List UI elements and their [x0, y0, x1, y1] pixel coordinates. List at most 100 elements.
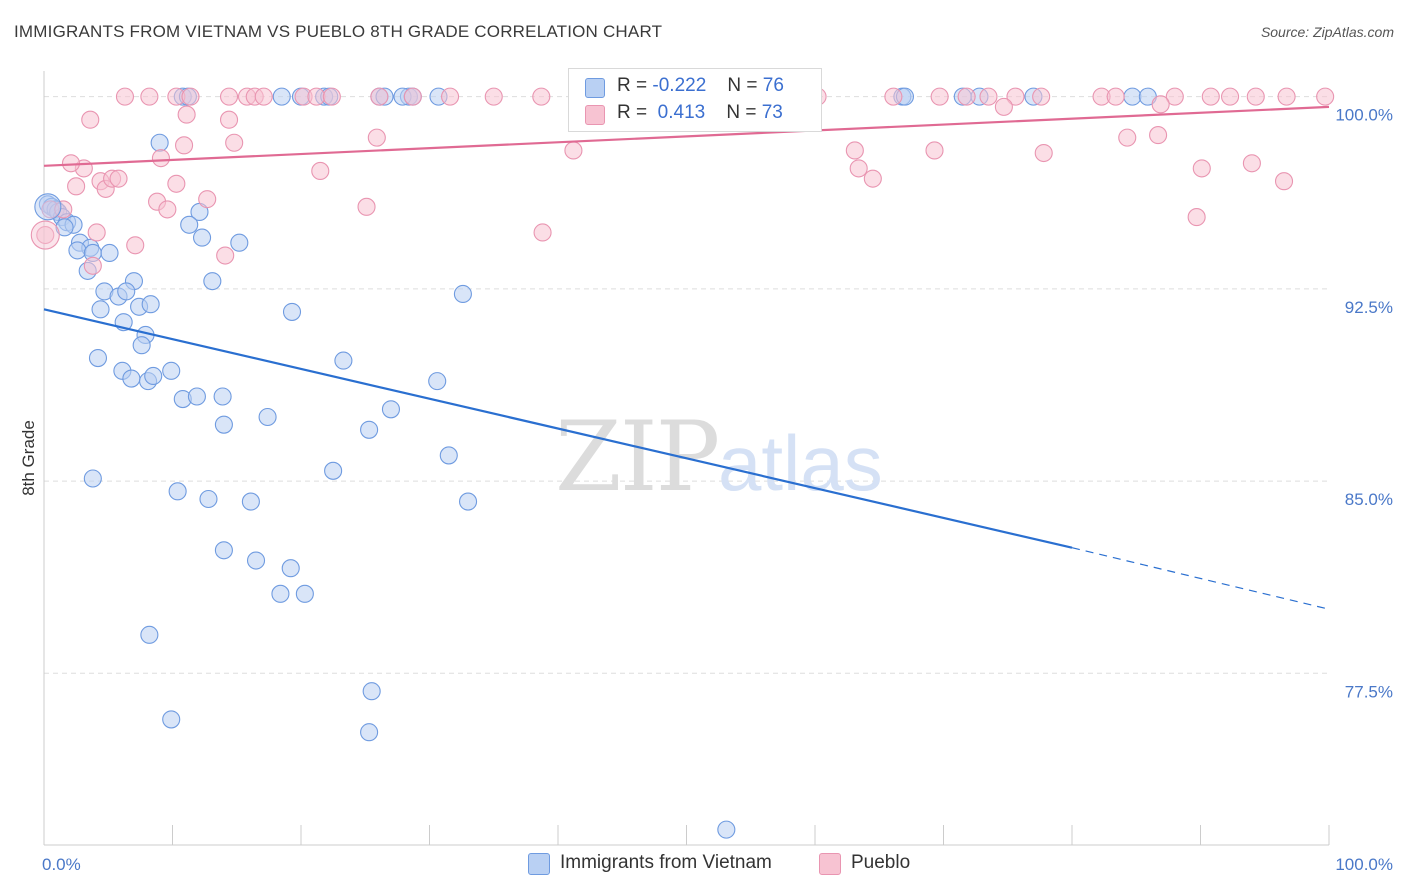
- vietnam-point: [360, 420, 379, 439]
- label-layer: 100.0% 92.5% 85.0% 77.5% 0.0% 100.0% 8th Grade: [19, 106, 1393, 874]
- vietnam-point: [381, 400, 401, 419]
- vietnam-point: [55, 218, 74, 237]
- pueblo-point: [175, 136, 194, 155]
- vietnam-point: [162, 710, 181, 729]
- pueblo-point: [884, 87, 903, 106]
- vietnam-point: [199, 489, 218, 509]
- vietnam-point: [83, 469, 102, 488]
- y-tick-label: 92.5%: [1345, 298, 1393, 317]
- pueblo-point: [930, 87, 949, 106]
- pueblo-point: [533, 223, 552, 242]
- vietnam-point: [117, 282, 136, 301]
- pueblo-point: [441, 87, 460, 106]
- vietnam-point: [272, 87, 291, 106]
- vietnam-point: [1123, 87, 1142, 106]
- y-tick-label: 100.0%: [1335, 106, 1393, 125]
- vietnam-point: [193, 228, 212, 247]
- pueblo-point: [225, 133, 244, 152]
- legend-n-value-vietnam: 76: [762, 75, 784, 96]
- x-tick-label: 100.0%: [1335, 855, 1393, 874]
- pueblo-point: [979, 87, 998, 106]
- pueblo-point: [158, 200, 177, 219]
- y-tick-label: 85.0%: [1345, 490, 1393, 509]
- vietnam-point: [271, 584, 290, 603]
- pueblo-point: [1006, 87, 1025, 106]
- bottom-legend-label-pueblo: Pueblo: [851, 852, 911, 873]
- vietnam-point: [91, 300, 110, 319]
- vietnam-point: [258, 407, 277, 427]
- vietnam-point: [203, 272, 222, 291]
- vietnam-point: [334, 351, 353, 370]
- pueblo-point: [311, 161, 330, 181]
- trend-layer: [43, 105, 1330, 610]
- vietnam-point: [295, 584, 314, 603]
- pueblo-point: [181, 87, 200, 106]
- legend-n-label: N =: [727, 75, 758, 96]
- pueblo-point: [36, 225, 55, 245]
- vietnam-point: [230, 233, 249, 252]
- pueblo-point: [81, 110, 100, 129]
- pueblo-point: [370, 87, 389, 106]
- pueblo-point: [151, 149, 170, 168]
- vietnam-trend-line-dashed: [1071, 547, 1330, 610]
- pueblo-point: [564, 141, 583, 160]
- vietnam-point: [428, 372, 447, 391]
- vietnam-point: [360, 723, 379, 742]
- legend-r-label: R =: [617, 75, 648, 96]
- pueblo-point: [849, 159, 868, 178]
- vietnam-point: [180, 215, 199, 234]
- pueblo-point: [216, 246, 235, 265]
- pueblo-point: [219, 110, 239, 129]
- pueblo-point: [357, 197, 376, 216]
- vietnam-point: [362, 682, 381, 701]
- legend-n-label: N =: [726, 102, 757, 123]
- pueblo-point: [1187, 208, 1206, 227]
- vietnam-point: [324, 461, 343, 480]
- pueblo-point: [1274, 172, 1294, 191]
- vietnam-point: [140, 625, 159, 644]
- pueblo-point: [957, 87, 976, 106]
- pueblo-point: [863, 169, 882, 188]
- vietnam-point: [34, 193, 62, 221]
- pueblo-point: [1246, 87, 1265, 106]
- chart-source: Source: ZipAtlas.com: [1260, 24, 1394, 40]
- vietnam-point: [458, 492, 478, 511]
- pueblo-point: [1221, 87, 1240, 106]
- pueblo-point: [1165, 87, 1184, 106]
- legend-swatch-pueblo: [585, 105, 605, 125]
- pueblo-point: [1106, 87, 1125, 106]
- vietnam-point: [162, 361, 181, 380]
- pueblo-point: [167, 174, 186, 193]
- bottom-legend-label-vietnam: Immigrants from Vietnam: [560, 852, 772, 873]
- vietnam-point: [241, 492, 260, 511]
- grid-layer: [44, 96, 1329, 674]
- pueblo-point: [115, 87, 135, 106]
- vietnam-point: [717, 820, 736, 839]
- pueblo-point: [1242, 154, 1261, 173]
- pueblo-point: [1032, 87, 1051, 106]
- legend-r-label: R =: [617, 102, 648, 123]
- vietnam-point: [100, 243, 119, 263]
- vietnam-point: [246, 551, 266, 570]
- pueblo-point: [845, 141, 864, 160]
- pueblo-point: [1277, 87, 1296, 106]
- vietnam-point: [141, 295, 160, 314]
- vietnam-point: [214, 415, 233, 434]
- pueblo-trend-line: [43, 105, 1330, 167]
- legend-n-value-pueblo: 73: [761, 102, 783, 123]
- vietnam-point: [132, 336, 151, 355]
- vietnam-point: [187, 387, 206, 406]
- legend-r-value-pueblo: 0.413: [652, 102, 706, 123]
- pueblo-point: [1201, 87, 1220, 106]
- watermark-zip: ZIP: [555, 401, 718, 513]
- pueblo-point: [83, 256, 102, 275]
- legend-r-value-vietnam: -0.222: [652, 75, 707, 96]
- vietnam-point: [168, 482, 187, 501]
- pueblo-point: [1034, 143, 1053, 163]
- pueblo-point: [140, 87, 159, 106]
- pueblo-point: [403, 87, 422, 106]
- vietnam-point: [88, 348, 108, 368]
- vietnam-point: [281, 559, 300, 578]
- pueblo-point: [367, 128, 386, 147]
